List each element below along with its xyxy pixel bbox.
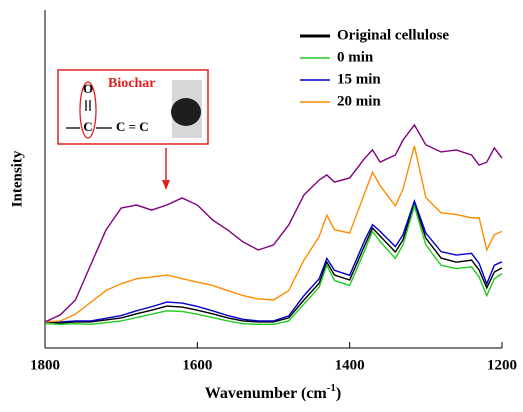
legend-label: 15 min xyxy=(337,71,381,87)
x-axis-label: Wavenumber (cm-1) xyxy=(205,382,341,402)
annotation-label: Biochar xyxy=(108,76,155,91)
series-line xyxy=(44,200,503,324)
atom: C xyxy=(83,119,92,134)
highlight-ellipse xyxy=(79,81,97,139)
x-label-text: Wavenumber (cm xyxy=(205,385,328,402)
series-line xyxy=(44,198,503,323)
y-axis-label: Intensity xyxy=(9,150,25,207)
x-tick-label: 1200 xyxy=(487,357,517,373)
x-tick-label: 1800 xyxy=(30,357,60,373)
legend-label: Original cellulose xyxy=(337,27,449,43)
x-tick-label: 1400 xyxy=(335,357,365,373)
series-line xyxy=(44,123,503,323)
series-line xyxy=(44,203,503,326)
legend-label: 0 min xyxy=(337,49,374,65)
arrow-head xyxy=(162,180,170,190)
x-label-end: ) xyxy=(336,385,341,402)
legend-label: 20 min xyxy=(337,93,381,109)
photo-biochar xyxy=(171,98,201,126)
atom: O xyxy=(83,81,93,96)
x-label-sup: -1 xyxy=(327,382,336,394)
x-tick-label: 1600 xyxy=(182,357,212,373)
chain: C = C xyxy=(116,119,149,134)
series-line xyxy=(44,145,503,323)
